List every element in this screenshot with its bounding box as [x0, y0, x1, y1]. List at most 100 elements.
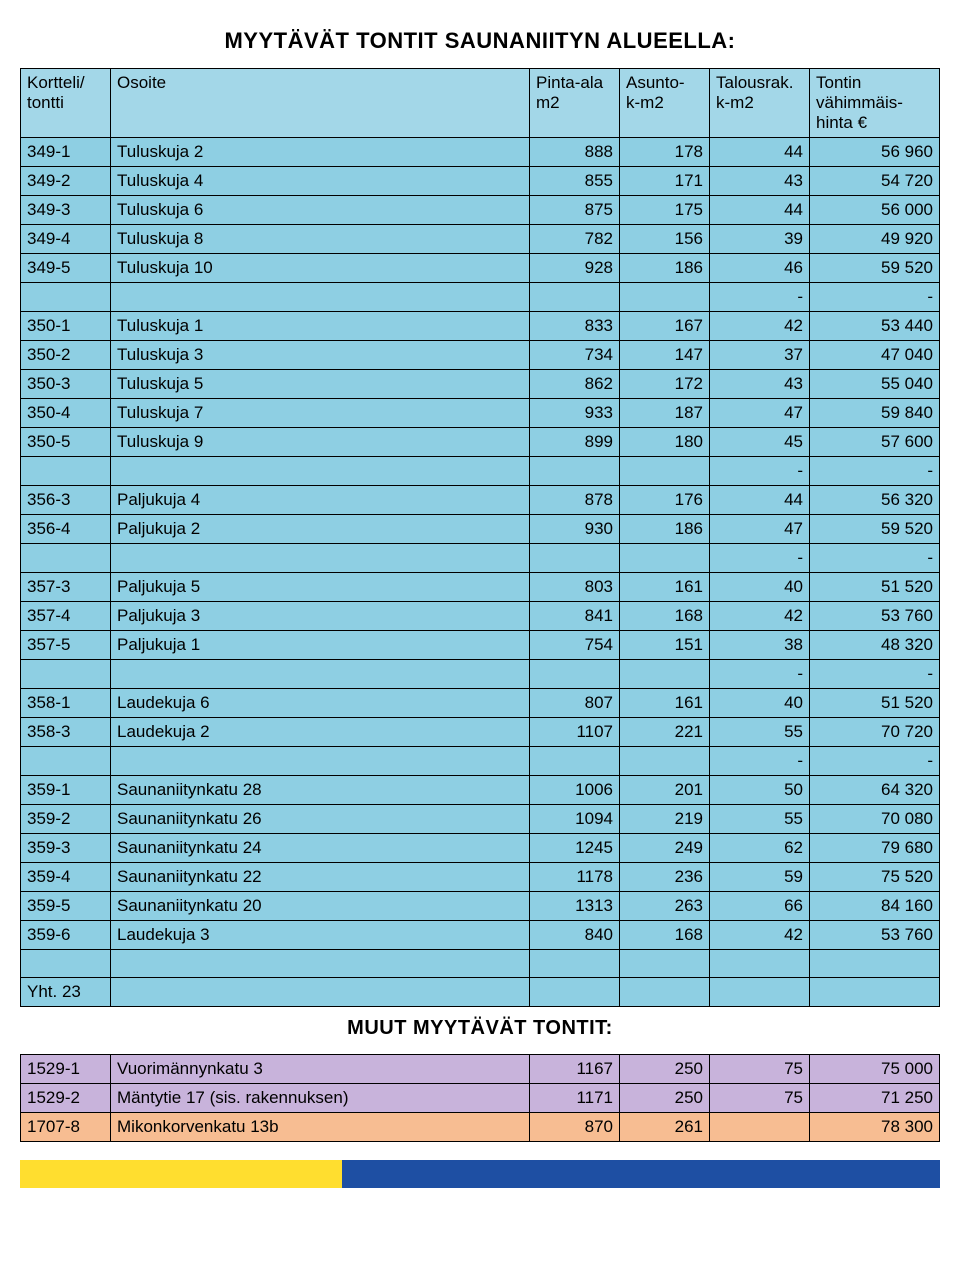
table-cell: 359-5 [21, 892, 111, 921]
table-cell: 875 [530, 196, 620, 225]
table-cell: 75 [710, 1055, 810, 1084]
table-cell: 855 [530, 167, 620, 196]
table-row: 349-3Tuluskuja 68751754456 000 [21, 196, 940, 225]
table-cell: 250 [620, 1084, 710, 1113]
table-cell: Pinta-ala m2 [530, 69, 620, 138]
table-cell: 40 [710, 689, 810, 718]
table-cell: 53 440 [810, 312, 940, 341]
table-row: 358-1Laudekuja 68071614051 520 [21, 689, 940, 718]
table-cell: 59 520 [810, 515, 940, 544]
table-cell: 51 520 [810, 689, 940, 718]
table-cell: Tuluskuja 4 [111, 167, 530, 196]
main-lots-table: Kortteli/ tonttiOsoitePinta-ala m2Asunto… [20, 68, 940, 1007]
table-cell: - [810, 747, 940, 776]
table-cell: 1707-8 [21, 1113, 111, 1142]
table-cell: - [810, 660, 940, 689]
table-cell: - [710, 747, 810, 776]
table-cell [530, 660, 620, 689]
table-cell: 357-5 [21, 631, 111, 660]
table-cell: Tuluskuja 3 [111, 341, 530, 370]
table-cell: 62 [710, 834, 810, 863]
table-cell [21, 660, 111, 689]
table-cell: 84 160 [810, 892, 940, 921]
table-cell: 349-1 [21, 138, 111, 167]
table-row: 359-5Saunaniitynkatu 2013132636684 160 [21, 892, 940, 921]
table-cell: 928 [530, 254, 620, 283]
table-row: 349-5Tuluskuja 109281864659 520 [21, 254, 940, 283]
table-cell: 56 000 [810, 196, 940, 225]
table-cell: 349-2 [21, 167, 111, 196]
table-cell: - [710, 283, 810, 312]
table-row: 349-1Tuluskuja 28881784456 960 [21, 138, 940, 167]
table-cell: 55 [710, 805, 810, 834]
table-cell: 43 [710, 370, 810, 399]
table-row: 359-4Saunaniitynkatu 2211782365975 520 [21, 863, 940, 892]
table-cell: 147 [620, 341, 710, 370]
table-separator: -- [21, 544, 940, 573]
table-cell: 841 [530, 602, 620, 631]
table-cell: 47 [710, 515, 810, 544]
table-cell: 1006 [530, 776, 620, 805]
table-cell: 167 [620, 312, 710, 341]
table-cell: 754 [530, 631, 620, 660]
table-cell: 357-3 [21, 573, 111, 602]
table-cell: 840 [530, 921, 620, 950]
table-cell: 42 [710, 921, 810, 950]
table-row: 359-2Saunaniitynkatu 2610942195570 080 [21, 805, 940, 834]
table-cell: 1171 [530, 1084, 620, 1113]
table-cell: 161 [620, 573, 710, 602]
table-cell: 1529-2 [21, 1084, 111, 1113]
table-cell [530, 978, 620, 1007]
table-cell: Laudekuja 2 [111, 718, 530, 747]
table-cell: 175 [620, 196, 710, 225]
table-row: 350-2Tuluskuja 37341473747 040 [21, 341, 940, 370]
table-cell: Paljukuja 3 [111, 602, 530, 631]
table-cell: 261 [620, 1113, 710, 1142]
table-cell: 186 [620, 515, 710, 544]
table-cell: 930 [530, 515, 620, 544]
table-row: 350-5Tuluskuja 98991804557 600 [21, 428, 940, 457]
table-cell: Tuluskuja 7 [111, 399, 530, 428]
table-cell: 57 600 [810, 428, 940, 457]
table-cell: 1167 [530, 1055, 620, 1084]
table-row: 349-2Tuluskuja 48551714354 720 [21, 167, 940, 196]
table-cell: 186 [620, 254, 710, 283]
table-cell: 350-1 [21, 312, 111, 341]
table-cell: - [810, 544, 940, 573]
table-cell [111, 950, 530, 978]
table-cell: 833 [530, 312, 620, 341]
table-cell [620, 660, 710, 689]
table-cell: 54 720 [810, 167, 940, 196]
table-cell: Paljukuja 5 [111, 573, 530, 602]
table-row: 357-5Paljukuja 17541513848 320 [21, 631, 940, 660]
table-cell: 1107 [530, 718, 620, 747]
table-cell: 358-3 [21, 718, 111, 747]
table-cell: Tuluskuja 6 [111, 196, 530, 225]
table-cell: 51 520 [810, 573, 940, 602]
table-separator [21, 950, 940, 978]
table-cell: 870 [530, 1113, 620, 1142]
table-cell: 359-2 [21, 805, 111, 834]
table-cell: 349-5 [21, 254, 111, 283]
table-cell [530, 283, 620, 312]
table-cell: 249 [620, 834, 710, 863]
table-total-row: Yht. 23 [21, 978, 940, 1007]
table-cell: 59 840 [810, 399, 940, 428]
table-cell: 168 [620, 921, 710, 950]
table-separator: -- [21, 747, 940, 776]
table-cell: 350-3 [21, 370, 111, 399]
table-cell: 44 [710, 486, 810, 515]
table-cell: Tuluskuja 5 [111, 370, 530, 399]
table-cell: 66 [710, 892, 810, 921]
table-cell: 64 320 [810, 776, 940, 805]
table-row: 1707-8Mikonkorvenkatu 13b87026178 300 [21, 1113, 940, 1142]
table-cell: 75 520 [810, 863, 940, 892]
table-cell: 39 [710, 225, 810, 254]
table-cell: 250 [620, 1055, 710, 1084]
table-cell: 70 080 [810, 805, 940, 834]
table-cell: - [810, 457, 940, 486]
table-cell: Tuluskuja 1 [111, 312, 530, 341]
table-row: 350-4Tuluskuja 79331874759 840 [21, 399, 940, 428]
table-cell: 78 300 [810, 1113, 940, 1142]
table-cell: 359-4 [21, 863, 111, 892]
